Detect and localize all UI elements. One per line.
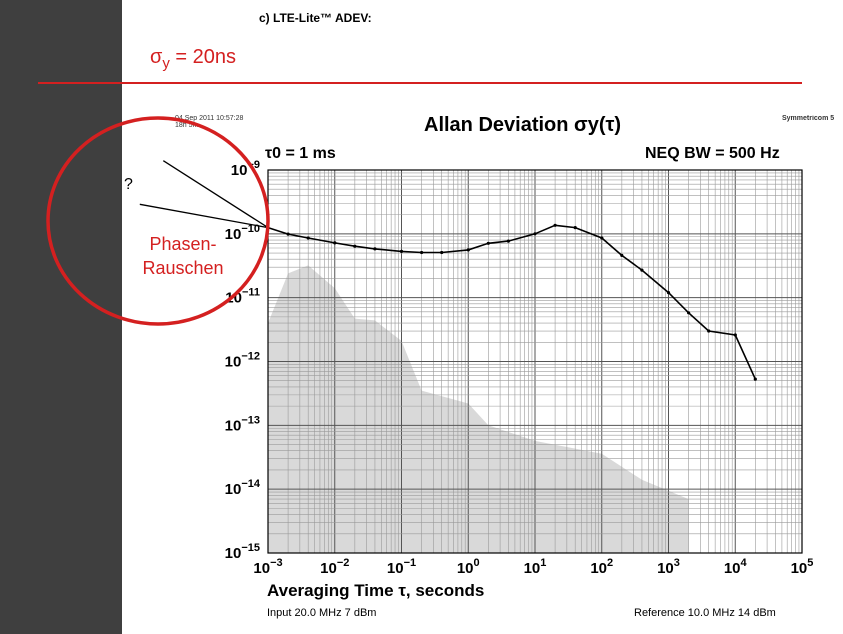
sigma-annotation: σy = 20ns [150, 46, 236, 72]
overlay-layer [139, 160, 269, 229]
reference-note: Reference 10.0 MHz 14 dBm [634, 607, 776, 619]
x-tick-label: 10−1 [387, 557, 416, 577]
adev-data-point [573, 226, 577, 230]
tau0-label: τ0 = 1 ms [265, 145, 336, 162]
adev-data-point [306, 236, 310, 240]
sigma-value: = 20ns [169, 46, 237, 68]
axis-layer [267, 169, 803, 554]
x-tick-label: 105 [791, 557, 814, 577]
y-tick-label: 10−14 [225, 478, 261, 498]
adev-data-point [600, 236, 604, 240]
adev-data-point [640, 268, 644, 272]
adev-data-point [753, 377, 757, 381]
measurement-timestamp: 04 Sep 2011 10:57:28 18h 5m [175, 115, 243, 129]
x-tick-label: 101 [524, 557, 547, 577]
chart-title: Allan Deviation σy(τ) [424, 114, 622, 136]
instrument-brand: Symmetricom 5 [782, 115, 835, 122]
adev-data-point [333, 241, 337, 245]
x-tick-label: 102 [590, 557, 613, 577]
phase-noise-line1: Phasen- [149, 234, 217, 254]
y-tick-label: 10−10 [225, 223, 260, 243]
left-sidebar-bar [0, 0, 122, 634]
extrapolation-line [139, 203, 269, 229]
x-tick-label: 100 [457, 557, 480, 577]
input-note: Input 20.0 MHz 7 dBm [267, 607, 377, 619]
y-tick-label: 10−15 [225, 542, 260, 562]
adev-data-point [533, 232, 537, 236]
section-title: c) LTE-Lite™ ADEV: [259, 11, 372, 25]
red-divider-line [38, 82, 802, 84]
tick-label-layer: 10−3 10−2 10−1 100 101 102 103 104 10510−910−101… [225, 159, 814, 577]
question-mark: ? [124, 176, 133, 193]
adev-data-point [506, 239, 510, 243]
measurement-duration: 18h 5m [175, 122, 199, 129]
x-tick-label: 104 [724, 557, 748, 577]
y-tick-label: 10−13 [225, 414, 260, 434]
adev-data-point [420, 250, 424, 255]
phase-noise-line2: Rauschen [142, 258, 224, 278]
adev-data-point [286, 232, 290, 236]
adev-data-point [553, 223, 557, 227]
adev-data-point [440, 250, 444, 255]
phase-noise-circle [46, 116, 270, 326]
noise-floor-layer [268, 265, 689, 553]
adev-data-point [733, 333, 737, 337]
adev-data-point [687, 311, 691, 315]
adev-data-point [707, 329, 711, 333]
adev-data-point [620, 253, 624, 257]
extrapolation-line [162, 160, 269, 229]
x-axis-label: Averaging Time τ, seconds [267, 581, 485, 600]
adev-data-point [373, 247, 377, 251]
adev-data-point [353, 244, 357, 248]
measurement-date: 04 Sep 2011 10:57:28 [175, 115, 244, 122]
noise-floor-area [268, 265, 689, 553]
bandwidth-label: NEQ BW = 500 Hz [645, 145, 780, 162]
adev-data-point [666, 291, 671, 295]
grid-layer [267, 170, 802, 554]
y-tick-label: 10−12 [225, 351, 260, 371]
sigma-subscript: y [162, 55, 170, 72]
x-tick-label: 103 [657, 557, 680, 577]
sigma-symbol: σ [150, 46, 163, 68]
adev-data-point [486, 241, 490, 245]
adev-data-point [399, 249, 404, 253]
phase-noise-label: Phasen- Rauschen [128, 232, 238, 280]
plot-frame [267, 169, 803, 554]
x-tick-label: 10−2 [320, 557, 349, 577]
adev-data-point [466, 248, 470, 252]
x-tick-label: 10−3 [253, 557, 282, 577]
